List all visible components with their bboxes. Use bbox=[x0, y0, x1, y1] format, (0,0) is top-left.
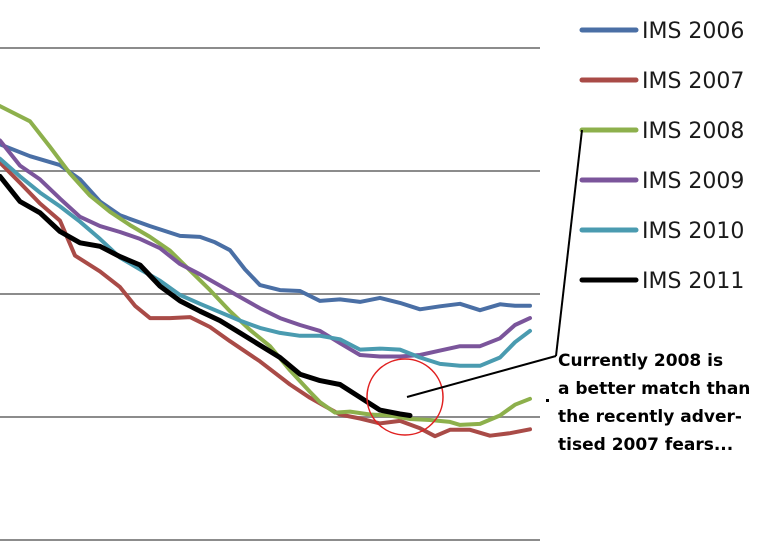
legend-label-ims-2009: IMS 2009 bbox=[642, 169, 744, 194]
callout-line-legend bbox=[555, 129, 583, 357]
series-line-ims-2008 bbox=[0, 104, 532, 427]
legend-label-ims-2008: IMS 2008 bbox=[642, 119, 744, 144]
series-line-ims-2011 bbox=[0, 173, 413, 418]
annotation-dot bbox=[546, 399, 549, 402]
annotation-line-1: a better match than bbox=[558, 379, 750, 399]
annotation-line-2: the recently adver- bbox=[558, 407, 742, 427]
legend-label-ims-2007: IMS 2007 bbox=[642, 69, 744, 94]
annotation-line-3: tised 2007 fears... bbox=[558, 435, 733, 455]
series-lines bbox=[0, 104, 532, 439]
gridlines bbox=[0, 47, 540, 541]
series-line-ims-2006 bbox=[0, 142, 532, 313]
annotation-line-0: Currently 2008 is bbox=[558, 351, 723, 371]
series-line-ims-2009 bbox=[0, 138, 532, 359]
legend-label-ims-2011: IMS 2011 bbox=[642, 269, 744, 294]
series-line-ims-2010 bbox=[0, 156, 532, 368]
highlight-circle bbox=[366, 358, 444, 436]
callout-line-point bbox=[406, 355, 557, 398]
legend: IMS 2006 IMS 2007 IMS 2008 IMS 2009 IMS 2010… bbox=[579, 19, 744, 294]
annotation-text: Currently 2008 is a better match than the … bbox=[558, 351, 750, 455]
legend-label-ims-2010: IMS 2010 bbox=[642, 219, 744, 244]
series-line-ims-2007 bbox=[0, 160, 532, 439]
legend-label-ims-2006: IMS 2006 bbox=[642, 19, 744, 44]
